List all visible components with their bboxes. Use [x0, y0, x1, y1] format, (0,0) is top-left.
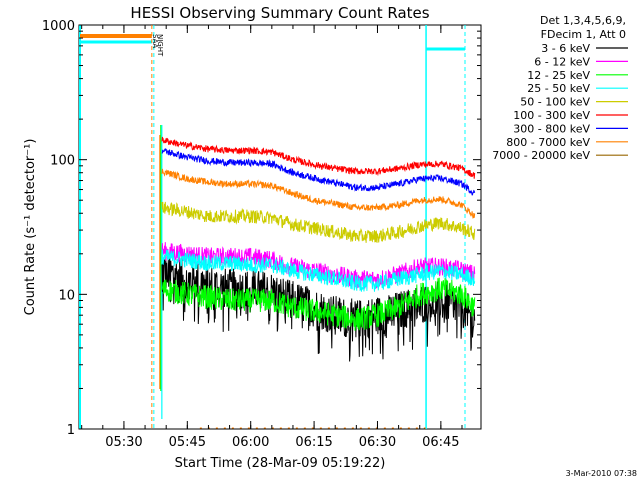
legend-label: 6 - 12 keV	[534, 55, 590, 68]
y-axis-label: Count Rate (s⁻¹ detector⁻¹)	[23, 139, 38, 316]
data-gap-layer	[79, 25, 466, 429]
series-line	[161, 168, 476, 219]
y-axis: 1 10 100 1000	[42, 19, 481, 438]
legend-label: 100 - 300 keV	[513, 109, 590, 122]
x-axis-label: Start Time (28-Mar-09 05:19:22)	[175, 456, 386, 471]
series-line	[161, 201, 476, 243]
y-tick-label: 100	[50, 154, 75, 169]
legend-label: 7000 - 20000 keV	[492, 149, 590, 162]
flag-label-saa: SAA	[151, 34, 159, 49]
y-tick-label: 10	[58, 288, 75, 303]
series-line	[161, 277, 476, 331]
legend-label: 3 - 6 keV	[541, 42, 590, 55]
x-tick-label: 06:30	[359, 435, 396, 450]
legend-label: 25 - 50 keV	[527, 82, 590, 95]
legend-label: 12 - 25 keV	[527, 69, 590, 82]
legend-label: 50 - 100 keV	[520, 96, 590, 109]
x-tick-label: 05:45	[169, 435, 206, 450]
legend-header-line1: Det 1,3,4,5,6,9,	[540, 14, 626, 27]
chart-title: HESSI Observing Summary Count Rates	[130, 4, 429, 22]
series-layer	[161, 136, 476, 362]
y-tick-label: 1000	[42, 19, 75, 34]
x-axis: 05:30 05:45 06:00 06:15 06:30 06:45	[81, 25, 463, 450]
x-tick-label: 06:45	[422, 435, 459, 450]
legend: Det 1,3,4,5,6,9, FDecim 1, Att 0 3 - 6 k…	[492, 14, 628, 162]
series-line	[161, 253, 476, 362]
x-tick-label: 05:30	[105, 435, 142, 450]
footer-date: 3-Mar-2010 07:38	[566, 469, 637, 478]
legend-label: 800 - 7000 keV	[506, 136, 590, 149]
flag-label-night: NIGHT	[156, 34, 164, 57]
series-line	[161, 136, 476, 179]
legend-header-line2: FDecim 1, Att 0	[541, 28, 626, 41]
series-line	[161, 249, 476, 292]
x-tick-label: 06:15	[295, 435, 332, 450]
y-tick-label: 1	[67, 423, 75, 438]
legend-label: 300 - 800 keV	[513, 122, 590, 135]
series-line	[161, 148, 476, 196]
x-tick-label: 06:00	[232, 435, 269, 450]
